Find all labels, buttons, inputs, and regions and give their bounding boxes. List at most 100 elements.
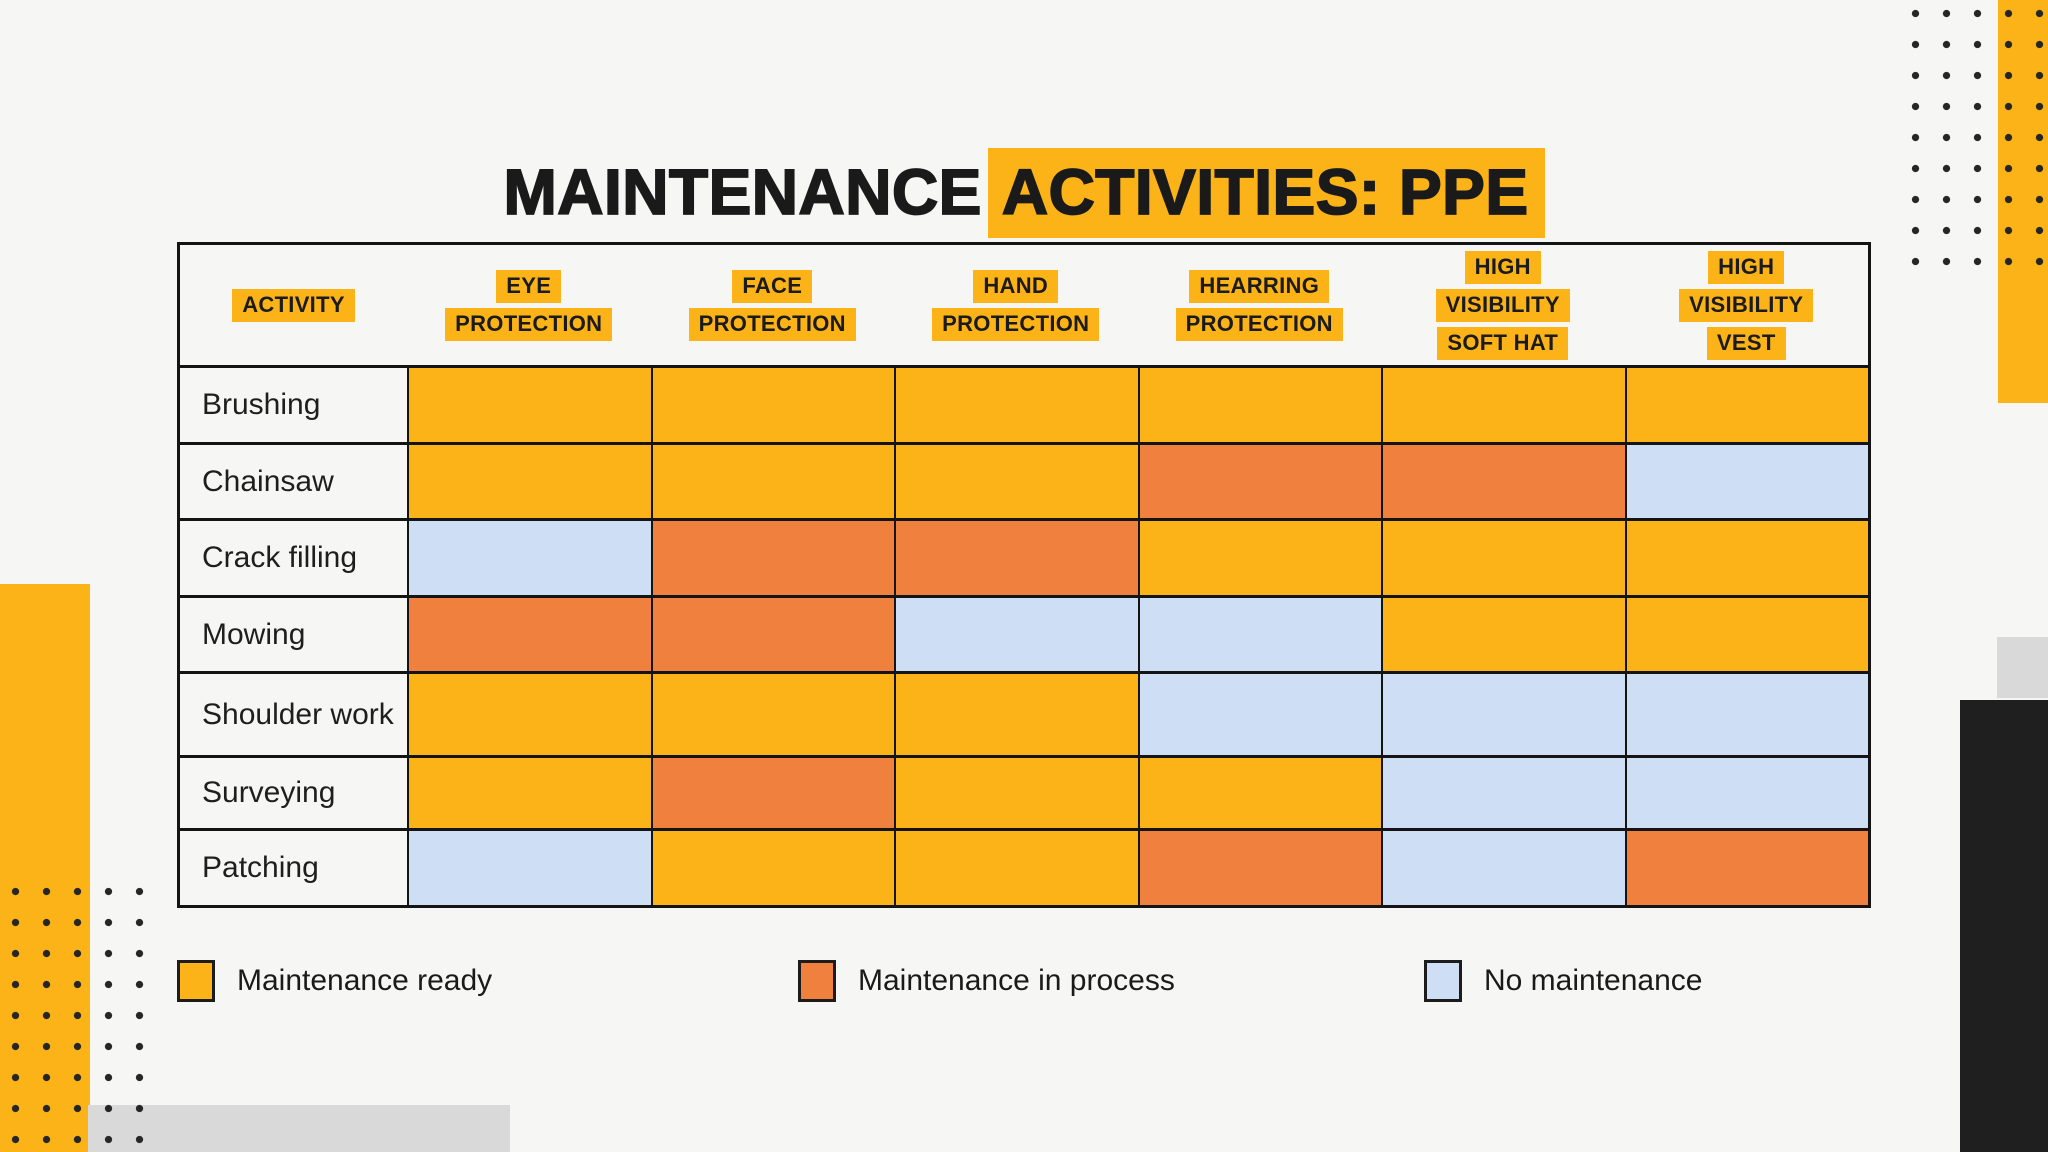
page-title-plain: MAINTENANCE bbox=[503, 155, 983, 229]
decor-dot-grid-bottom-left bbox=[0, 876, 152, 1152]
status-cell-hand-protection bbox=[894, 368, 1138, 442]
activity-label: Chainsaw bbox=[202, 464, 334, 498]
status-cell-hearring-protection bbox=[1137, 597, 1381, 672]
column-header-hand-protection: HAND PROTECTION bbox=[894, 245, 1138, 365]
column-header-high-visibility-vest: HIGH VISIBILITY VEST bbox=[1625, 245, 1869, 365]
status-cell-high-visibility-soft-hat bbox=[1381, 831, 1625, 905]
legend-label: Maintenance in process bbox=[858, 964, 1175, 997]
column-header-eye-protection: EYE PROTECTION bbox=[407, 245, 651, 365]
status-cell-high-visibility-soft-hat bbox=[1381, 444, 1625, 519]
status-cell-high-visibility-vest bbox=[1624, 831, 1868, 905]
decor-dot-grid-top-right bbox=[1900, 0, 2048, 276]
status-cell-face-protection bbox=[650, 368, 894, 442]
table-row-surveying: Surveying bbox=[180, 754, 1868, 829]
status-cell-eye-protection bbox=[407, 674, 651, 755]
status-cell-high-visibility-vest bbox=[1624, 757, 1868, 829]
legend-item-ready: Maintenance ready bbox=[177, 952, 492, 1010]
status-cell-eye-protection bbox=[407, 597, 651, 672]
legend-swatch-process bbox=[798, 960, 836, 1002]
status-cell-hand-protection bbox=[894, 597, 1138, 672]
column-header-line: PROTECTION bbox=[1175, 307, 1343, 341]
table-header-row: ACTIVITY EYE PROTECTION FACE PROTECTION HAND P… bbox=[180, 245, 1868, 368]
status-cell-high-visibility-soft-hat bbox=[1381, 597, 1625, 672]
status-cell-hearring-protection bbox=[1137, 757, 1381, 829]
status-cell-high-visibility-vest bbox=[1624, 597, 1868, 672]
status-cell-high-visibility-vest bbox=[1624, 521, 1868, 595]
status-cell-high-visibility-soft-hat bbox=[1381, 757, 1625, 829]
status-cell-high-visibility-vest bbox=[1624, 368, 1868, 442]
column-header-line: PROTECTION bbox=[932, 307, 1100, 341]
activity-label: Brushing bbox=[202, 388, 321, 422]
status-cell-face-protection bbox=[650, 444, 894, 519]
status-cell-face-protection bbox=[650, 597, 894, 672]
status-cell-eye-protection bbox=[407, 757, 651, 829]
column-header-high-visibility-soft-hat: HIGH VISIBILITY SOFT HAT bbox=[1381, 245, 1625, 365]
decor-gray-square-right bbox=[1997, 637, 2048, 698]
status-cell-hand-protection bbox=[894, 521, 1138, 595]
column-header-line: VISIBILITY bbox=[1435, 288, 1570, 322]
ppe-matrix-table: ACTIVITY EYE PROTECTION FACE PROTECTION HAND P… bbox=[177, 242, 1871, 908]
legend-label: Maintenance ready bbox=[237, 964, 493, 997]
legend-swatch-none bbox=[1424, 960, 1462, 1002]
column-header-line: FACE bbox=[732, 269, 813, 303]
column-header-face-protection: FACE PROTECTION bbox=[651, 245, 895, 365]
activity-label: Crack filling bbox=[202, 541, 358, 575]
status-cell-high-visibility-vest bbox=[1624, 674, 1868, 755]
page-title-highlighted: ACTIVITIES: PPE bbox=[987, 147, 1545, 238]
column-header-line: HEARRING bbox=[1189, 269, 1330, 303]
legend: Maintenance ready Maintenance in process N… bbox=[0, 952, 2048, 1010]
column-header-line: VEST bbox=[1706, 326, 1786, 360]
column-header-line: PROTECTION bbox=[445, 307, 613, 341]
legend-item-none: No maintenance bbox=[1424, 952, 1702, 1010]
status-cell-hand-protection bbox=[894, 757, 1138, 829]
activity-label: Surveying bbox=[202, 776, 336, 810]
column-header-line: VISIBILITY bbox=[1679, 288, 1814, 322]
status-cell-hand-protection bbox=[894, 444, 1138, 519]
page-title: MAINTENANCE ACTIVITIES: PPE bbox=[0, 147, 2048, 238]
decor-gray-bar-bottom bbox=[88, 1105, 510, 1152]
status-cell-eye-protection bbox=[407, 831, 651, 905]
table-row-brushing: Brushing bbox=[180, 368, 1868, 442]
status-cell-hearring-protection bbox=[1137, 444, 1381, 519]
column-header-label: ACTIVITY bbox=[232, 288, 355, 322]
status-cell-hearring-protection bbox=[1137, 521, 1381, 595]
column-header-activity: ACTIVITY bbox=[180, 245, 407, 365]
column-header-hearring-protection: HEARRING PROTECTION bbox=[1138, 245, 1382, 365]
status-cell-high-visibility-soft-hat bbox=[1381, 368, 1625, 442]
activity-label: Patching bbox=[202, 851, 319, 885]
status-cell-face-protection bbox=[650, 757, 894, 829]
column-header-line: PROTECTION bbox=[688, 307, 856, 341]
status-cell-eye-protection bbox=[407, 521, 651, 595]
status-cell-face-protection bbox=[650, 521, 894, 595]
status-cell-hearring-protection bbox=[1137, 831, 1381, 905]
status-cell-face-protection bbox=[650, 674, 894, 755]
table-row-chainsaw: Chainsaw bbox=[180, 441, 1868, 519]
table-row-shoulder-work: Shoulder work bbox=[180, 671, 1868, 755]
status-cell-eye-protection bbox=[407, 444, 651, 519]
status-cell-eye-protection bbox=[407, 368, 651, 442]
column-header-line: HIGH bbox=[1708, 250, 1785, 284]
activity-label: Mowing bbox=[202, 617, 306, 651]
status-cell-face-protection bbox=[650, 831, 894, 905]
column-header-line: HAND bbox=[973, 269, 1059, 303]
legend-item-process: Maintenance in process bbox=[798, 952, 1175, 1010]
column-header-line: HIGH bbox=[1464, 250, 1541, 284]
decor-black-bar-bottom-right bbox=[1960, 700, 2048, 1152]
status-cell-hand-protection bbox=[894, 674, 1138, 755]
status-cell-high-visibility-soft-hat bbox=[1381, 674, 1625, 755]
legend-swatch-ready bbox=[177, 960, 215, 1002]
status-cell-high-visibility-vest bbox=[1624, 444, 1868, 519]
status-cell-hand-protection bbox=[894, 831, 1138, 905]
table-row-crack-filling: Crack filling bbox=[180, 518, 1868, 595]
table-row-patching: Patching bbox=[180, 828, 1868, 905]
status-cell-hearring-protection bbox=[1137, 674, 1381, 755]
activity-label: Shoulder work bbox=[202, 697, 394, 731]
table-row-mowing: Mowing bbox=[180, 594, 1868, 672]
status-cell-high-visibility-soft-hat bbox=[1381, 521, 1625, 595]
column-header-line: EYE bbox=[496, 269, 562, 303]
column-header-line: SOFT HAT bbox=[1437, 326, 1569, 360]
status-cell-hearring-protection bbox=[1137, 368, 1381, 442]
legend-label: No maintenance bbox=[1484, 964, 1703, 997]
table-body: Brushing Chainsaw Crack filling Mowing Shoul… bbox=[180, 368, 1868, 905]
